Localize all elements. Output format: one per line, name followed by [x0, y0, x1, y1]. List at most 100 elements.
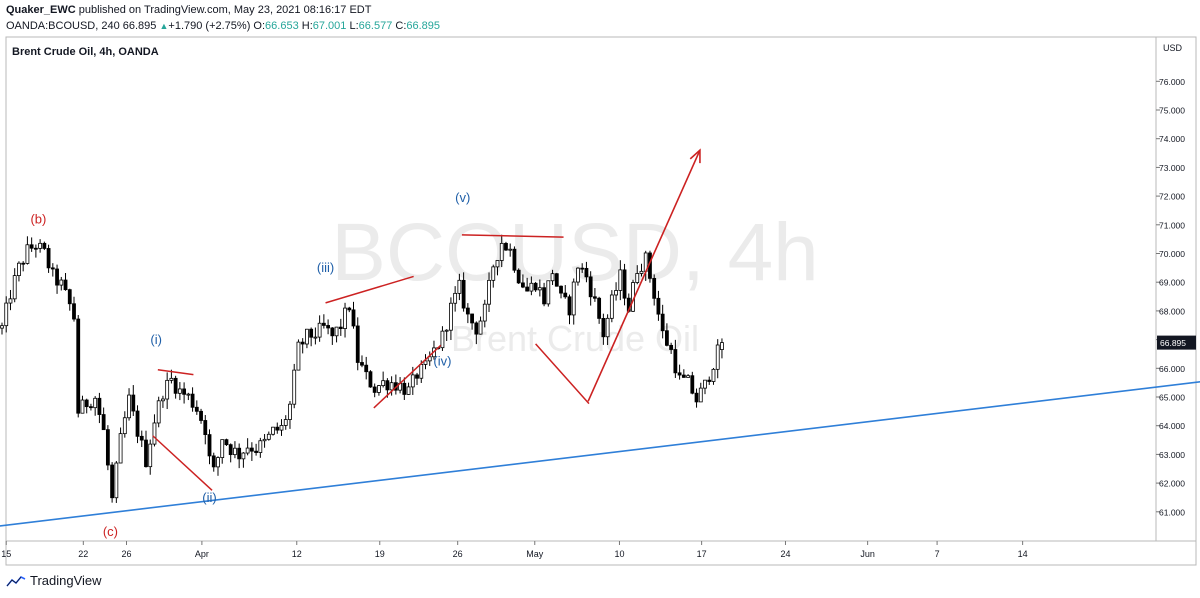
candle-body	[237, 447, 242, 460]
candle-body	[487, 279, 491, 305]
wave-label: (i)	[150, 332, 162, 347]
candle-body	[597, 297, 602, 319]
candle-body	[46, 248, 51, 269]
candle-body	[385, 380, 390, 391]
time-axis-frame[interactable]	[5, 540, 1197, 566]
candle-body	[165, 379, 170, 400]
candle-body	[254, 450, 259, 453]
candle-body	[470, 313, 474, 324]
time-tick-label: 14	[1018, 549, 1028, 559]
candle-body	[618, 269, 623, 291]
candle-body	[262, 438, 267, 442]
candle-body	[292, 369, 297, 405]
candle-body	[449, 302, 453, 331]
candle-body	[17, 262, 21, 276]
candle-body	[343, 307, 347, 329]
candle-body	[33, 247, 38, 250]
candle-body	[402, 382, 407, 395]
candle-body	[482, 303, 487, 322]
candle-body	[233, 447, 237, 456]
candle-body	[139, 435, 144, 441]
candle-body	[89, 406, 93, 409]
candle-body	[338, 326, 343, 329]
candle-body	[4, 302, 9, 327]
candle-body	[220, 439, 225, 459]
candle-body	[567, 296, 572, 316]
candle-body	[241, 452, 246, 460]
tradingview-logo[interactable]: TradingView	[6, 573, 102, 588]
high-label: H:	[301, 20, 313, 32]
time-axis-ticks: 15 22 26 Apr 12 19 26 May 10 17 24 Jun 7 14	[1, 541, 1028, 559]
candle-body	[8, 298, 13, 304]
candle-body	[21, 262, 26, 265]
candle-body	[144, 439, 148, 468]
projection-arrow-line	[587, 149, 701, 402]
candle-body	[131, 394, 136, 412]
wave-label: (iv)	[433, 353, 451, 368]
candle-body	[63, 279, 68, 291]
candle-body	[720, 342, 724, 350]
candle-body	[465, 307, 470, 315]
candle-body	[499, 242, 504, 261]
candle-body	[173, 377, 178, 394]
candle-body	[504, 242, 508, 251]
candle-body	[330, 327, 335, 337]
candle-body	[478, 320, 483, 335]
candle-body	[601, 318, 606, 338]
candle-body	[207, 434, 212, 457]
candle-body	[135, 410, 140, 437]
candle-body	[427, 356, 432, 362]
candle-body	[571, 281, 576, 316]
candle-body	[228, 444, 233, 456]
low-label: L:	[349, 20, 359, 32]
candle-body	[673, 349, 678, 374]
wave-label: (ii)	[202, 490, 216, 505]
candle-body	[639, 270, 644, 274]
candle-body	[576, 267, 580, 283]
time-tick-label: 7	[935, 549, 940, 559]
time-tick-label: 24	[780, 549, 790, 559]
candle-body	[715, 344, 720, 370]
candle-body	[161, 398, 165, 402]
candle-body	[305, 328, 309, 345]
candle-body	[0, 325, 4, 329]
wave-label: (c)	[103, 524, 118, 539]
price-tick-label: 69.000	[1159, 278, 1185, 288]
candle-body	[296, 341, 301, 371]
candle-body	[271, 426, 275, 435]
high-value: 67.001	[312, 20, 347, 32]
candle-body	[93, 397, 98, 409]
candle-body	[275, 426, 280, 431]
candle-body	[29, 244, 34, 249]
candle-body	[656, 297, 661, 315]
publisher-user[interactable]: Quaker_EWC	[6, 4, 76, 16]
candle-body	[25, 244, 30, 264]
candlestick-series	[0, 234, 724, 503]
last-price-tag-bg	[1157, 335, 1196, 350]
candle-body	[266, 433, 271, 440]
support-trend-line	[0, 381, 1200, 527]
wave-channel-line	[157, 368, 194, 376]
time-tick-label: 22	[78, 549, 88, 559]
time-tick-label: 26	[453, 549, 463, 559]
price-tick-label: 71.000	[1159, 220, 1185, 230]
candle-body	[711, 368, 716, 382]
tradingview-logo-icon	[6, 575, 26, 587]
price-tick-label: 75.000	[1159, 106, 1185, 116]
candle-body	[377, 385, 381, 393]
price-tick-label: 64.000	[1159, 421, 1185, 431]
candle-body	[635, 273, 640, 283]
candle-body	[512, 248, 517, 271]
wave-label: (v)	[455, 190, 470, 205]
price-axis-frame[interactable]	[1155, 36, 1197, 542]
price-tick-label: 70.000	[1159, 249, 1185, 259]
price-tick-label: 68.000	[1159, 306, 1185, 316]
candle-body	[169, 377, 174, 381]
candle-body	[440, 330, 445, 349]
wave-channel-line	[373, 344, 442, 409]
candle-body	[698, 387, 703, 403]
candle-body	[211, 455, 216, 468]
candle-body	[309, 328, 314, 338]
low-value: 66.577	[358, 20, 393, 32]
